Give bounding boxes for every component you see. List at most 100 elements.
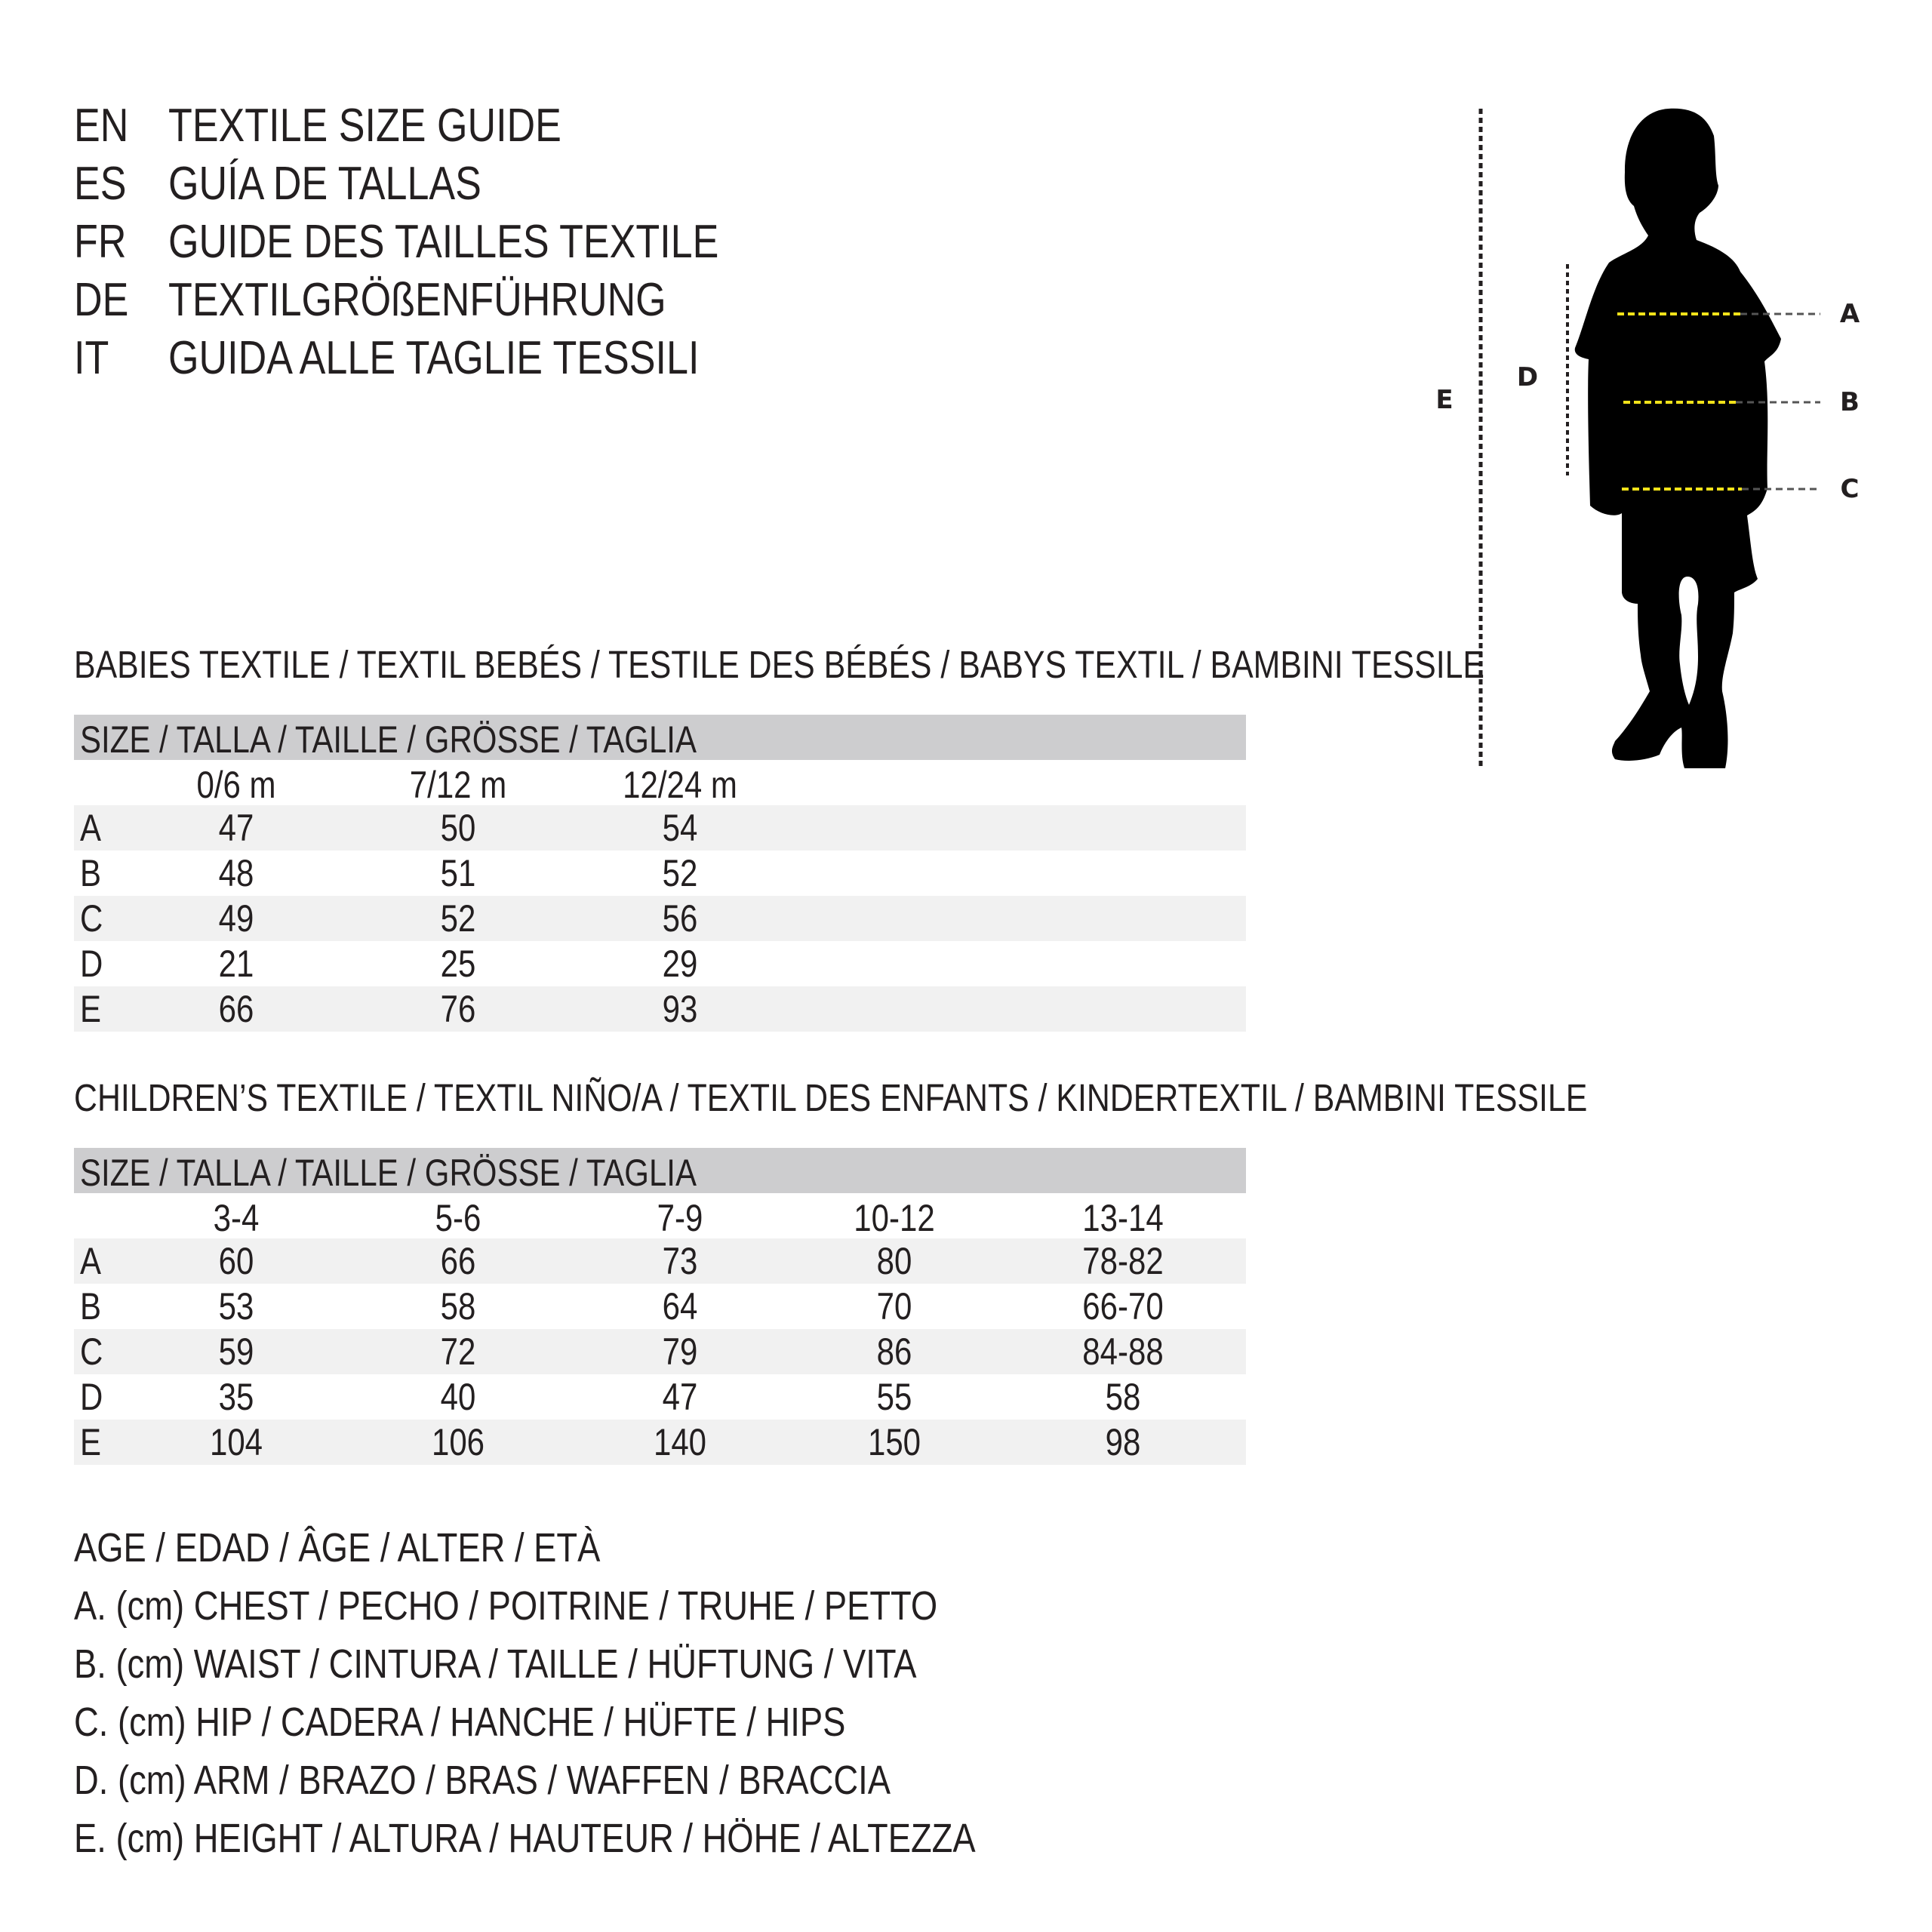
title-text: GUIDE DES TAILLES TEXTILE bbox=[168, 216, 719, 268]
row-label: D bbox=[80, 1376, 103, 1418]
legend-age: AGE / EDAD / ÂGE / ALTER / ETÀ bbox=[74, 1525, 601, 1571]
table-cell: 86 bbox=[876, 1331, 912, 1373]
child-silhouette-icon bbox=[1574, 108, 1781, 769]
title-text: TEXTILGRÖßENFÜHRUNG bbox=[168, 274, 666, 326]
table-cell: 78-82 bbox=[1082, 1240, 1164, 1282]
size-header-label: SIZE / TALLA / TAILLE / GRÖSSE / TAGLIA bbox=[80, 718, 697, 761]
table-cell: 66 bbox=[218, 988, 254, 1030]
table-cell: 60 bbox=[218, 1240, 254, 1282]
figure-label-e: E bbox=[1435, 385, 1454, 415]
title-block: EN TEXTILE SIZE GUIDE ES GUÍA DE TALLAS … bbox=[74, 97, 829, 391]
table-cell: 49 bbox=[218, 897, 254, 940]
column-header-row: 3-4 5-6 7-9 10-12 13-14 bbox=[74, 1195, 1246, 1241]
table-cell: 76 bbox=[440, 988, 476, 1030]
legend-chest: A. (cm) CHEST / PECHO / POITRINE / TRUHE… bbox=[74, 1583, 938, 1629]
row-label: B bbox=[80, 852, 102, 894]
table-cell: 51 bbox=[440, 852, 476, 894]
table-row: D 21 25 29 bbox=[74, 941, 1246, 986]
row-label: A bbox=[80, 1240, 102, 1282]
row-label: D bbox=[80, 943, 103, 985]
title-text: GUÍA DE TALLAS bbox=[168, 158, 481, 210]
table-cell: 47 bbox=[218, 807, 254, 849]
table-row: E 104 106 140 150 98 bbox=[74, 1420, 1246, 1465]
table-cell: 53 bbox=[218, 1285, 254, 1327]
figure-label-d: D bbox=[1516, 362, 1539, 392]
legend-arm: D. (cm) ARM / BRAZO / BRAS / WAFFEN / BR… bbox=[74, 1758, 891, 1803]
figure-label-b: B bbox=[1840, 387, 1860, 417]
children-section-title: CHILDREN’S TEXTILE / TEXTIL NIÑO/A / TEX… bbox=[74, 1075, 1875, 1120]
table-row: D 35 40 47 55 58 bbox=[74, 1374, 1246, 1420]
table-cell: 58 bbox=[440, 1285, 476, 1327]
row-label: E bbox=[80, 988, 102, 1030]
table-cell: 58 bbox=[1105, 1376, 1141, 1418]
lang-code: ES bbox=[74, 158, 127, 210]
lang-code: IT bbox=[74, 332, 109, 384]
lang-code: EN bbox=[74, 100, 129, 152]
row-label: E bbox=[80, 1421, 102, 1463]
table-cell: 25 bbox=[440, 943, 476, 985]
table-cell: 40 bbox=[440, 1376, 476, 1418]
table-cell: 66-70 bbox=[1082, 1285, 1164, 1327]
column-header: 7/12 m bbox=[409, 764, 507, 806]
table-cell: 73 bbox=[662, 1240, 698, 1282]
table-cell: 54 bbox=[662, 807, 698, 849]
table-cell: 29 bbox=[662, 943, 698, 985]
table-cell: 72 bbox=[440, 1331, 476, 1373]
table-row: C 49 52 56 bbox=[74, 896, 1246, 941]
table-cell: 21 bbox=[218, 943, 254, 985]
table-row: A 47 50 54 bbox=[74, 805, 1246, 851]
table-cell: 80 bbox=[876, 1240, 912, 1282]
table-cell: 47 bbox=[662, 1376, 698, 1418]
table-cell: 64 bbox=[662, 1285, 698, 1327]
figure-label-a: A bbox=[1839, 299, 1860, 329]
row-label: A bbox=[80, 807, 102, 849]
title-line-it: IT GUIDA ALLE TAGLIE TESSILI bbox=[74, 329, 829, 387]
table-cell: 104 bbox=[209, 1421, 263, 1463]
size-header-band: SIZE / TALLA / TAILLE / GRÖSSE / TAGLIA bbox=[74, 715, 1246, 761]
table-cell: 66 bbox=[440, 1240, 476, 1282]
table-cell: 106 bbox=[431, 1421, 485, 1463]
title-text: GUIDA ALLE TAGLIE TESSILI bbox=[168, 332, 700, 384]
table-cell: 150 bbox=[867, 1421, 921, 1463]
table-cell: 50 bbox=[440, 807, 476, 849]
table-cell: 48 bbox=[218, 852, 254, 894]
lang-code: FR bbox=[74, 216, 127, 268]
legend-height: E. (cm) HEIGHT / ALTURA / HAUTEUR / HÖHE… bbox=[74, 1816, 976, 1861]
row-label: C bbox=[80, 897, 103, 940]
title-line-de: DE TEXTILGRÖßENFÜHRUNG bbox=[74, 271, 829, 329]
babies-title-text: BABIES TEXTILE / TEXTIL BEBÉS / TESTILE … bbox=[74, 643, 1484, 686]
table-cell: 84-88 bbox=[1082, 1331, 1164, 1373]
table-cell: 56 bbox=[662, 897, 698, 940]
column-header: 5-6 bbox=[435, 1197, 481, 1239]
column-header: 12/24 m bbox=[623, 764, 737, 806]
table-cell: 59 bbox=[218, 1331, 254, 1373]
table-cell: 79 bbox=[662, 1331, 698, 1373]
title-text: TEXTILE SIZE GUIDE bbox=[168, 100, 561, 152]
column-header-row: 0/6 m 7/12 m 12/24 m bbox=[74, 762, 1246, 808]
table-cell: 70 bbox=[876, 1285, 912, 1327]
column-header: 10-12 bbox=[854, 1197, 935, 1239]
figure-label-c: C bbox=[1840, 474, 1860, 504]
table-row: A 60 66 73 80 78-82 bbox=[74, 1238, 1246, 1284]
column-header: 3-4 bbox=[213, 1197, 260, 1239]
table-cell: 35 bbox=[218, 1376, 254, 1418]
children-title-text: CHILDREN’S TEXTILE / TEXTIL NIÑO/A / TEX… bbox=[74, 1076, 1588, 1119]
title-line-en: EN TEXTILE SIZE GUIDE bbox=[74, 97, 829, 155]
table-cell: 140 bbox=[653, 1421, 707, 1463]
legend-hip: C. (cm) HIP / CADERA / HANCHE / HÜFTE / … bbox=[74, 1700, 846, 1745]
row-label: B bbox=[80, 1285, 102, 1327]
column-header: 7-9 bbox=[657, 1197, 703, 1239]
table-row: C 59 72 79 86 84-88 bbox=[74, 1329, 1246, 1374]
legend-waist: B. (cm) WAIST / CINTURA / TAILLE / HÜFTU… bbox=[74, 1641, 917, 1687]
lang-code: DE bbox=[74, 274, 129, 326]
title-line-fr: FR GUIDE DES TAILLES TEXTILE bbox=[74, 213, 829, 271]
size-header-label: SIZE / TALLA / TAILLE / GRÖSSE / TAGLIA bbox=[80, 1152, 697, 1194]
table-cell: 55 bbox=[876, 1376, 912, 1418]
row-label: C bbox=[80, 1331, 103, 1373]
table-cell: 93 bbox=[662, 988, 698, 1030]
title-line-es: ES GUÍA DE TALLAS bbox=[74, 155, 829, 213]
column-header: 0/6 m bbox=[196, 764, 276, 806]
column-header: 13-14 bbox=[1082, 1197, 1164, 1239]
table-cell: 98 bbox=[1105, 1421, 1141, 1463]
table-cell: 52 bbox=[440, 897, 476, 940]
